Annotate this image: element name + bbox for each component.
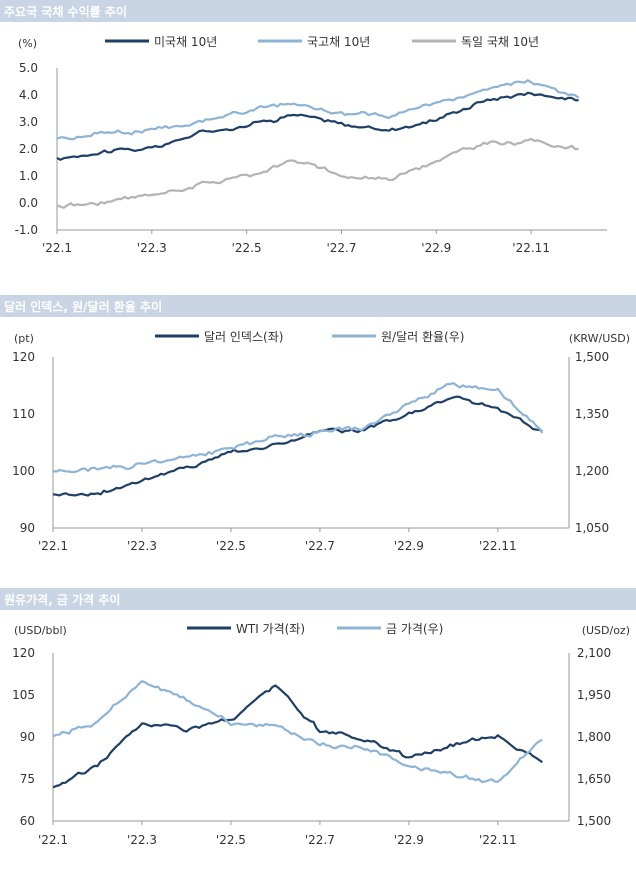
y-tick-label-left: 75 — [20, 772, 35, 786]
dollar-chart-title-bar: 달러 인덱스, 원/달러 환율 추이 — [0, 295, 636, 317]
y-tick-label-right: 1,350 — [575, 407, 609, 421]
y-tick-label-right: 1,050 — [575, 521, 609, 535]
x-tick-label: '22.1 — [38, 833, 68, 847]
x-tick-label: '22.9 — [394, 833, 424, 847]
x-tick-label: '22.5 — [232, 241, 262, 255]
series-line — [52, 395, 543, 497]
y-tick-label-right: 1,500 — [575, 350, 609, 364]
yield-chart-panel: 주요국 국채 수익률 추이 (%) 5.0 4.0 3.0 2.0 1.0 0.0 -1.0 '… — [0, 0, 636, 270]
dollar-chart: (pt) (KRW/USD) 120 110 100 90 1,500 1,350 1,200 1… — [12, 330, 630, 553]
yield-chart-title: 주요국 국채 수익률 추이 — [4, 5, 127, 19]
y-axis-unit: (%) — [18, 37, 37, 50]
legend-label: WTI 가격(좌) — [236, 622, 305, 636]
oil-gold-chart-title: 원유가격, 금 가격 추이 — [4, 593, 121, 607]
y-tick-label-left: 60 — [20, 814, 35, 828]
y-tick-label-left: 4.0 — [19, 88, 38, 102]
y-axis-unit-right: (USD/oz) — [582, 624, 630, 637]
oil-gold-chart-title-bar: 원유가격, 금 가격 추이 — [0, 588, 636, 610]
yield-chart-title-bar: 주요국 국채 수익률 추이 — [0, 0, 636, 22]
x-tick-label: '22.9 — [394, 539, 424, 553]
y-tick-label-left: 110 — [12, 407, 35, 421]
legend-label: 달러 인덱스(좌) — [204, 330, 283, 344]
x-tick-label: '22.1 — [38, 539, 68, 553]
y-tick-label-right: 1,200 — [575, 464, 609, 478]
y-tick-label-right: 1,950 — [577, 688, 611, 702]
yield-chart: (%) 5.0 4.0 3.0 2.0 1.0 0.0 -1.0 '22.1 '22.3 '22.5… — [15, 35, 607, 255]
dollar-chart-title: 달러 인덱스, 원/달러 환율 추이 — [4, 300, 163, 314]
series-line — [56, 91, 579, 161]
y-tick-label-left: 0.0 — [19, 196, 38, 210]
series-line — [52, 382, 544, 474]
legend-label: 독일 국채 10년 — [461, 35, 539, 49]
legend-label: 미국채 10년 — [154, 35, 217, 49]
x-tick-label: '22.3 — [137, 241, 167, 255]
y-tick-label-right: 1,800 — [577, 730, 611, 744]
y-axis-unit-right: (KRW/USD) — [569, 332, 630, 345]
oil-gold-chart: (USD/bbl) (USD/oz) 120 105 90 75 60 2,100 1,950 1… — [12, 622, 630, 847]
x-tick-label: '22.7 — [305, 539, 335, 553]
y-tick-label-left: -1.0 — [15, 223, 38, 237]
x-tick-label: '22.11 — [512, 241, 550, 255]
legend-label: 원/달러 환율(우) — [381, 330, 464, 344]
x-tick-label: '22.9 — [421, 241, 451, 255]
x-tick-label: '22.5 — [216, 833, 246, 847]
y-tick-label-right: 1,500 — [577, 814, 611, 828]
x-tick-label: '22.3 — [127, 833, 157, 847]
y-tick-label-left: 100 — [12, 464, 35, 478]
x-tick-label: '22.7 — [305, 833, 335, 847]
x-tick-label: '22.7 — [326, 241, 356, 255]
x-tick-label: '22.11 — [479, 539, 517, 553]
y-tick-label-left: 120 — [12, 350, 35, 364]
series-line — [56, 138, 579, 209]
y-axis-unit-left: (USD/bbl) — [14, 624, 67, 637]
dollar-chart-panel: 달러 인덱스, 원/달러 환율 추이 (pt) (KRW/USD) 120 110 10… — [0, 295, 636, 575]
y-tick-label-left: 90 — [20, 521, 35, 535]
series-line — [56, 79, 580, 141]
y-tick-label-left: 1.0 — [19, 169, 38, 183]
series-line — [52, 680, 543, 784]
x-tick-label: '22.3 — [127, 539, 157, 553]
y-axis-unit-left: (pt) — [14, 332, 34, 345]
y-tick-label-left: 90 — [20, 730, 35, 744]
x-tick-label: '22.5 — [216, 539, 246, 553]
legend-label: 금 가격(우) — [386, 622, 443, 636]
y-tick-label-right: 1,650 — [577, 772, 611, 786]
x-tick-label: '22.1 — [42, 241, 72, 255]
y-tick-label-left: 3.0 — [19, 115, 38, 129]
oil-gold-chart-panel: 원유가격, 금 가격 추이 (USD/bbl) (USD/oz) 120 105 90 7… — [0, 588, 636, 869]
series-line — [52, 684, 543, 789]
y-tick-label-left: 120 — [12, 646, 35, 660]
y-tick-label-right: 2,100 — [577, 646, 611, 660]
y-tick-label-left: 2.0 — [19, 142, 38, 156]
y-tick-label-left: 105 — [12, 688, 35, 702]
x-tick-label: '22.11 — [479, 833, 517, 847]
y-tick-label-left: 5.0 — [19, 61, 38, 75]
legend-label: 국고채 10년 — [307, 35, 370, 49]
